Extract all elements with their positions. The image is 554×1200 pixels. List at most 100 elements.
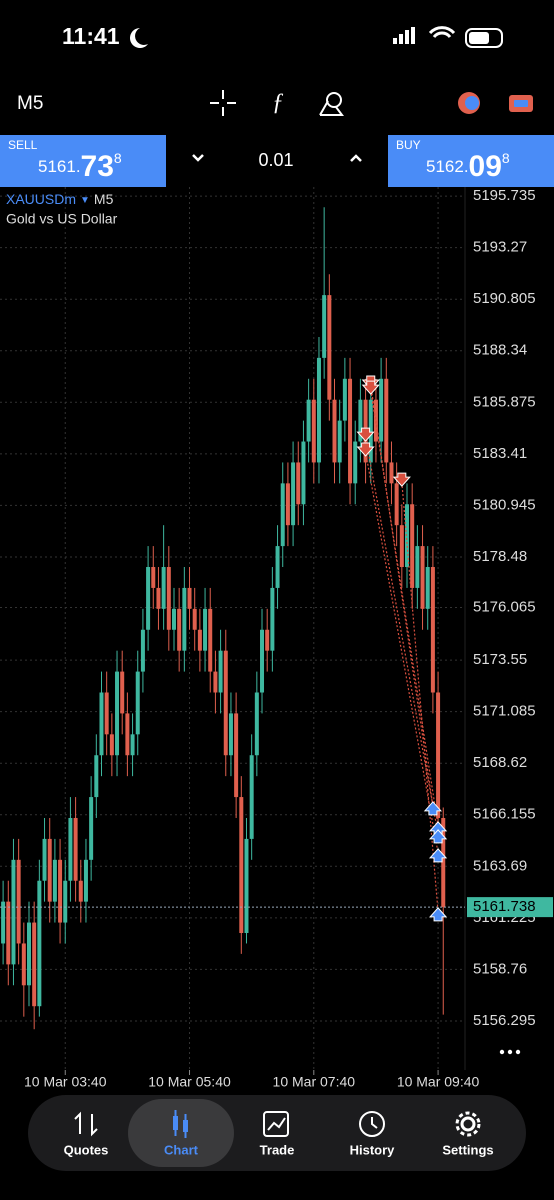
- candle-body: [182, 587, 187, 651]
- candle-body: [58, 859, 63, 923]
- candle-body: [389, 462, 394, 484]
- chart-plot: 5195.735 5193.27 5190.805 5188.34 5185.875 51…: [0, 187, 553, 1090]
- crosshair-button[interactable]: [210, 90, 236, 116]
- candle-body: [265, 629, 270, 651]
- candle-body: [213, 671, 218, 693]
- candle-body: [348, 378, 353, 484]
- tab-quotes[interactable]: Quotes: [64, 1142, 109, 1157]
- candle-body: [68, 817, 73, 881]
- candle-body: [405, 504, 410, 568]
- trade-connector: [370, 384, 434, 806]
- candle-body: [342, 378, 347, 421]
- candle-body: [270, 587, 275, 651]
- account-button[interactable]: [458, 92, 480, 114]
- y-tick-label: 5168.62: [473, 754, 527, 771]
- candle-body: [228, 713, 233, 756]
- trade-connector: [370, 389, 439, 827]
- candle-body: [42, 838, 47, 881]
- candle-body: [368, 399, 373, 463]
- candle-body: [47, 838, 52, 902]
- candle-body: [379, 378, 384, 442]
- candle-body: [203, 608, 208, 651]
- tab-settings[interactable]: Settings: [442, 1142, 493, 1157]
- candle-body: [337, 420, 342, 463]
- y-tick-label: 5190.805: [473, 290, 536, 307]
- candle-body: [316, 357, 321, 463]
- candle-body: [192, 608, 197, 630]
- y-tick-label: 5163.69: [473, 857, 527, 874]
- tab-chart[interactable]: Chart: [164, 1142, 199, 1157]
- candle-body: [115, 671, 120, 756]
- trade-connector: [364, 437, 439, 834]
- y-tick-label: 5158.76: [473, 960, 527, 977]
- candle-body: [223, 650, 228, 756]
- tab-history[interactable]: History: [350, 1142, 396, 1157]
- sell-button[interactable]: [0, 135, 166, 187]
- candle-body: [234, 713, 239, 798]
- candle-body: [327, 295, 332, 400]
- y-tick-label: 5171.085: [473, 703, 536, 720]
- candle-body: [208, 608, 213, 672]
- lot-decrease[interactable]: [192, 154, 204, 162]
- settings-icon: [455, 1111, 481, 1137]
- candle-body: [291, 462, 296, 526]
- candle-body: [244, 838, 249, 934]
- current-price-box: [467, 897, 553, 918]
- candle-body: [296, 462, 301, 505]
- tab-trade[interactable]: Trade: [260, 1142, 295, 1157]
- trade-button[interactable]: [509, 95, 533, 112]
- candle-body: [373, 399, 378, 442]
- candle-body: [130, 734, 135, 756]
- tab-bar: [28, 1095, 526, 1171]
- chart-symbol: XAUUSDm ▼ M5: [6, 191, 114, 207]
- indicators-button[interactable]: ƒ: [272, 90, 284, 116]
- battery-icon: [465, 28, 503, 48]
- candle-body: [104, 692, 109, 735]
- candle-body: [177, 608, 182, 651]
- candle-body: [146, 567, 151, 630]
- candle-body: [125, 713, 130, 756]
- sell-label: SELL: [8, 138, 38, 152]
- lot-size[interactable]: 0.01: [258, 150, 293, 170]
- timeframe-button[interactable]: M5: [17, 93, 43, 114]
- buy-button[interactable]: [388, 135, 554, 187]
- x-tick-label: 10 Mar 05:40: [148, 1074, 231, 1090]
- candle-body: [156, 587, 161, 609]
- candle-body: [109, 734, 114, 756]
- candle-body: [32, 922, 37, 1007]
- candle-body: [94, 755, 99, 798]
- battery-level: [469, 32, 489, 44]
- y-tick-label: 5178.48: [473, 548, 527, 565]
- candle-body: [415, 546, 420, 588]
- candle-body: [6, 901, 11, 965]
- tab-selected-bg: [128, 1099, 234, 1167]
- candle-body: [301, 441, 306, 505]
- y-tick-label: 5176.065: [473, 598, 536, 615]
- candle-body: [83, 859, 88, 902]
- quotes-icon: [74, 1111, 98, 1137]
- candle-body: [11, 859, 16, 965]
- candle-body: [21, 943, 26, 986]
- candle-body: [151, 567, 156, 588]
- objects-button[interactable]: [319, 92, 344, 116]
- candle-body: [436, 692, 441, 818]
- y-tick-label: 5156.295: [473, 1012, 536, 1029]
- lot-increase[interactable]: [350, 154, 362, 162]
- more-button[interactable]: [499, 1049, 521, 1055]
- buy-marker: [428, 848, 448, 863]
- buy-marker: [428, 829, 448, 844]
- candle-body: [254, 692, 259, 756]
- sell-marker: [361, 380, 380, 395]
- candle-body: [166, 567, 171, 630]
- chart-icon: [173, 1110, 188, 1138]
- candle-body: [394, 483, 399, 526]
- candle-body: [285, 483, 290, 526]
- candle-body: [322, 295, 327, 358]
- candle-body: [410, 504, 415, 588]
- signal-icon: [393, 27, 415, 44]
- candle-body: [425, 567, 430, 609]
- candle-body: [239, 797, 244, 934]
- candle-body: [1, 901, 6, 944]
